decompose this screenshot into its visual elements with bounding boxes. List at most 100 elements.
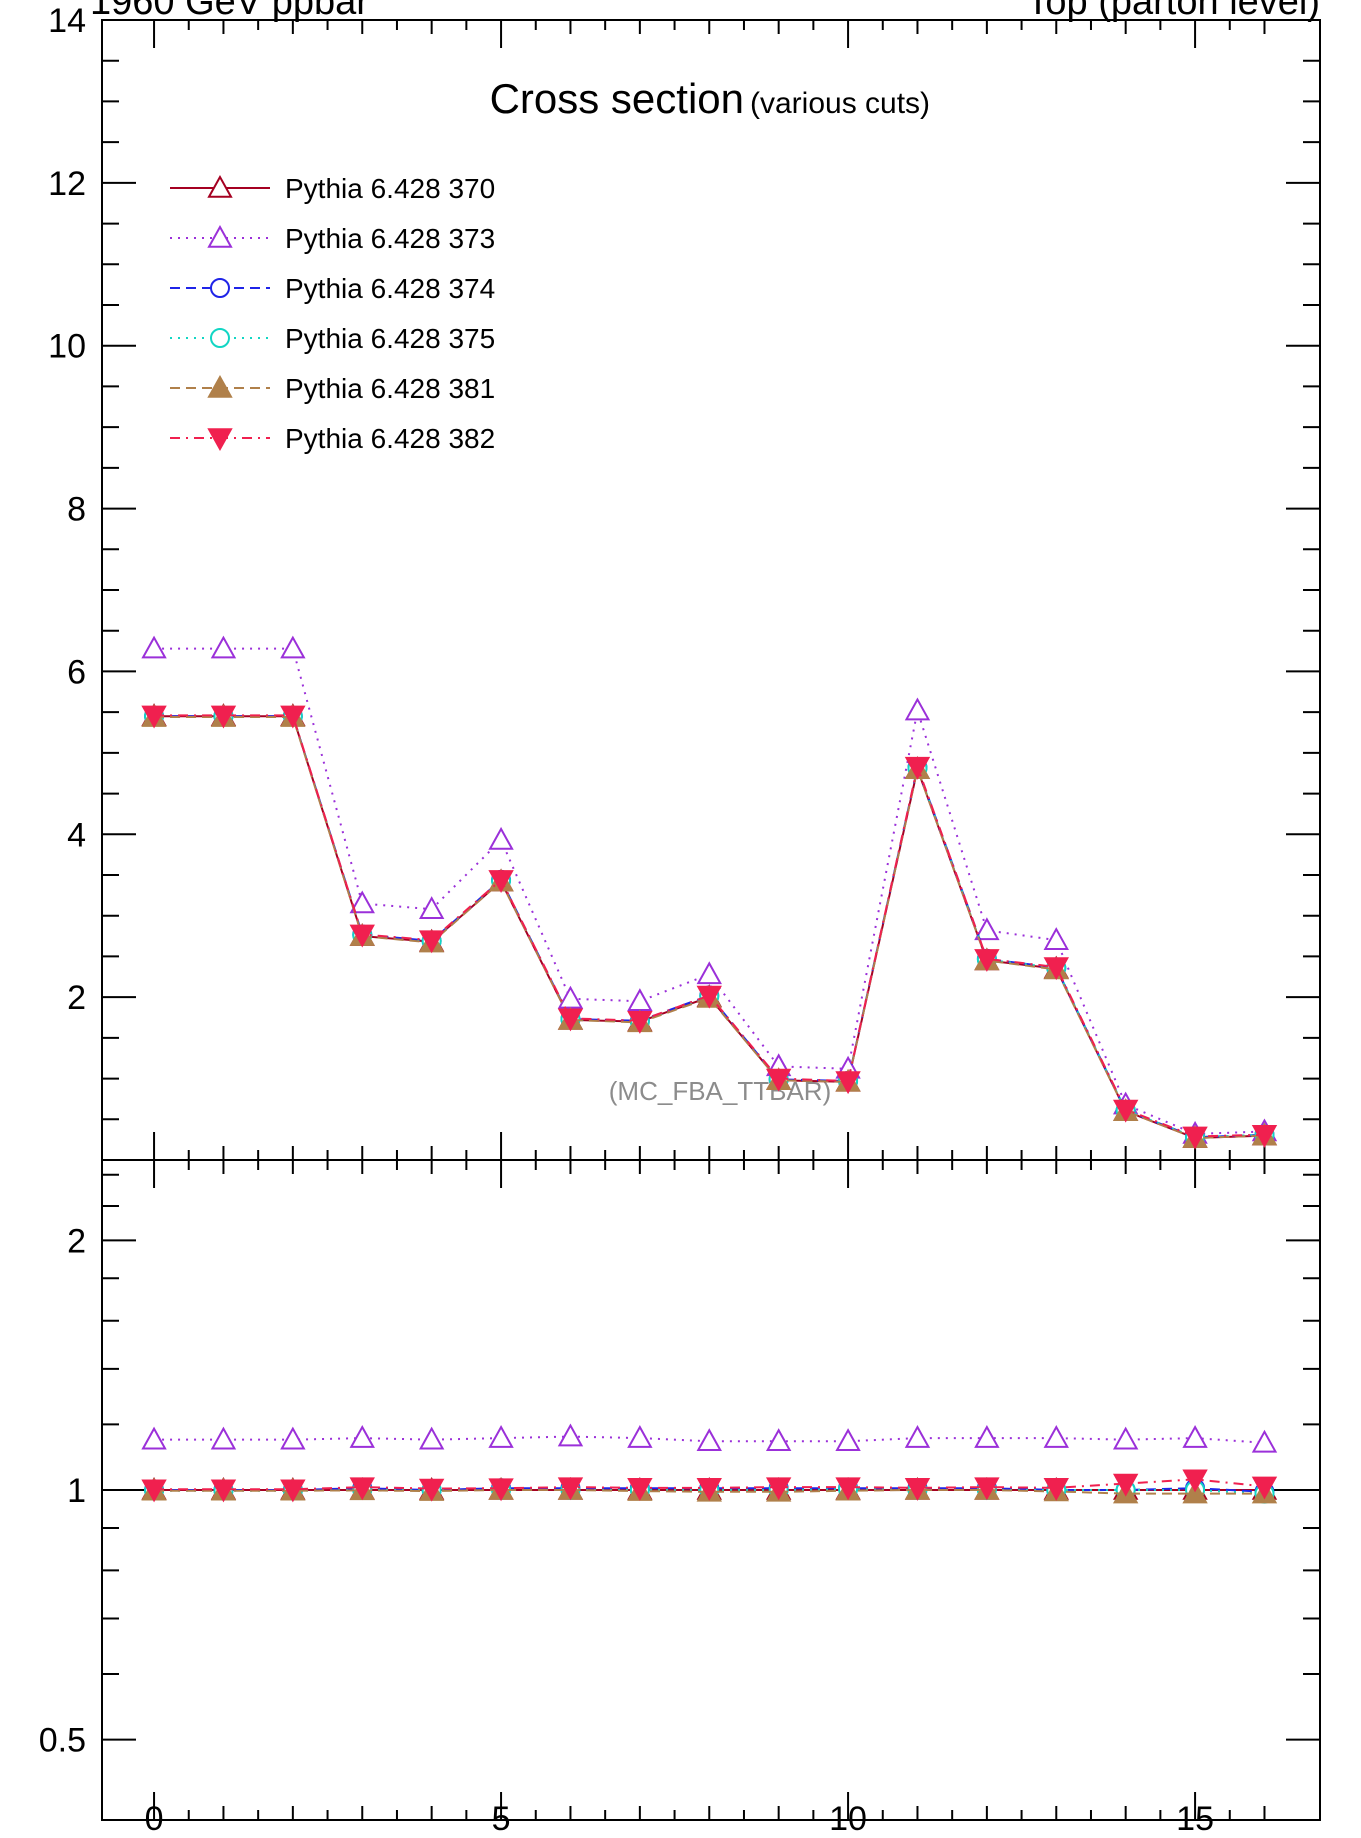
ratio-data-point: [696, 1478, 722, 1501]
legend-marker: [207, 174, 233, 198]
ratio-data-point: [1182, 1480, 1208, 1504]
ratio-data-point: [488, 1478, 514, 1502]
main-data-point: [1043, 927, 1069, 950]
main-data-point: [974, 917, 1000, 941]
ratio-data-point: [835, 1428, 861, 1452]
ratio-data-point: [627, 1425, 653, 1448]
header-right-label: Top (parton level): [1026, 0, 1320, 23]
main-data-point: [1043, 957, 1069, 981]
main-series-line: [154, 714, 1265, 1138]
main-series-line: [154, 716, 1265, 1140]
legend-label: Pythia 6.428 373: [285, 223, 495, 254]
x-tick-label: 5: [492, 1800, 511, 1838]
x-tick-label: 15: [1176, 1800, 1214, 1838]
main-series-line: [154, 715, 1265, 1139]
main-data-point: [627, 1010, 653, 1034]
main-data-point: [627, 988, 653, 1012]
ratio-data-point: [280, 1479, 306, 1503]
main-data-point: [280, 635, 306, 659]
ratio-data-point: [418, 1426, 445, 1450]
main-data-point: [280, 705, 306, 729]
main-data-point: [141, 705, 167, 729]
ratio-data-point: [1043, 1425, 1069, 1448]
legend-label: Pythia 6.428 374: [285, 273, 495, 304]
main-series-group: [141, 635, 1278, 1150]
main-data-point: [1112, 1099, 1139, 1123]
plot-subtitle: (various cuts): [750, 87, 930, 120]
main-data-point: [349, 890, 375, 914]
main-series-6: [141, 705, 1278, 1150]
ratio-series-2: [141, 1423, 1278, 1453]
ratio-data-point: [349, 1477, 375, 1501]
ratio-data-point: [835, 1477, 861, 1501]
legend-label: Pythia 6.428 381: [285, 373, 495, 404]
main-data-point: [349, 924, 375, 948]
ratio-data-point: [904, 1425, 931, 1448]
ratio-y-tick-label: 1: [67, 1472, 86, 1510]
ratio-y-tick-label: 0.5: [39, 1722, 86, 1760]
main-data-point: [141, 635, 167, 659]
ratio-data-point: [1251, 1429, 1278, 1453]
main-data-point: [904, 756, 931, 780]
main-data-point: [210, 635, 237, 659]
main-data-point: [488, 826, 514, 850]
ratio-data-point: [1251, 1476, 1278, 1500]
legend-marker: [210, 278, 230, 298]
main-data-point: [765, 1068, 792, 1092]
main-data-point: [557, 985, 584, 1009]
main-data-point: [974, 949, 1000, 972]
main-series-line: [154, 715, 1265, 1139]
ratio-data-point: [974, 1425, 1000, 1448]
main-data-point: [696, 961, 722, 985]
y-tick-label: 12: [48, 165, 86, 203]
ratio-data-point: [974, 1477, 1000, 1501]
ratio-data-point: [627, 1478, 653, 1501]
main-data-point: [835, 1071, 861, 1095]
y-tick-label: 8: [67, 491, 86, 529]
main-data-point: [696, 985, 722, 1009]
ratio-data-point: [696, 1428, 722, 1452]
main-data-point: [418, 930, 445, 954]
x-tick-label: 0: [145, 1800, 164, 1838]
main-data-point: [418, 896, 445, 919]
y-tick-label: 10: [48, 328, 86, 366]
y-tick-label: 2: [67, 979, 86, 1017]
ratio-data-point: [765, 1477, 792, 1501]
ratio-data-point: [904, 1478, 931, 1501]
legend-marker: [210, 328, 230, 348]
ratio-data-point: [141, 1479, 167, 1503]
main-data-point: [1251, 1124, 1278, 1148]
ratio-data-point: [765, 1428, 792, 1452]
legend-marker: [207, 224, 233, 248]
ratio-data-point: [488, 1425, 514, 1448]
ratio-data-point: [280, 1426, 306, 1450]
x-tick-label: 10: [829, 1800, 867, 1838]
legend: Pythia 6.428 370 Pythia 6.428 373 Pythia 6…: [170, 173, 495, 454]
y-tick-label: 6: [67, 653, 86, 691]
ratio-data-point: [210, 1426, 237, 1450]
legend-marker: [207, 428, 233, 452]
y-tick-label: 4: [67, 816, 86, 854]
ratio-data-point: [210, 1479, 237, 1503]
ratio-data-point: [1043, 1478, 1069, 1501]
main-data-point: [904, 697, 931, 721]
legend-label: Pythia 6.428 375: [285, 323, 495, 354]
legend-marker: [207, 374, 233, 398]
ratio-data-point: [1182, 1469, 1208, 1493]
header-left-label: 1960 GeV ppbar: [90, 0, 369, 23]
main-data-point: [210, 705, 237, 729]
ratio-data-point: [418, 1478, 445, 1502]
ratio-data-point: [557, 1477, 584, 1501]
legend-label: Pythia 6.428 382: [285, 423, 495, 454]
main-data-point: [488, 870, 514, 893]
ratio-series-line: [154, 1489, 1265, 1495]
main-series-line: [154, 647, 1265, 1135]
main-data-point: [557, 1008, 584, 1032]
y-tick-label: 14: [48, 2, 86, 40]
ratio-series-6: [141, 1469, 1278, 1503]
legend-label: Pythia 6.428 370: [285, 173, 495, 204]
ratio-series-group: [141, 1423, 1278, 1504]
main-series-line: [154, 715, 1265, 1140]
plot-title: Cross section: [490, 75, 744, 122]
